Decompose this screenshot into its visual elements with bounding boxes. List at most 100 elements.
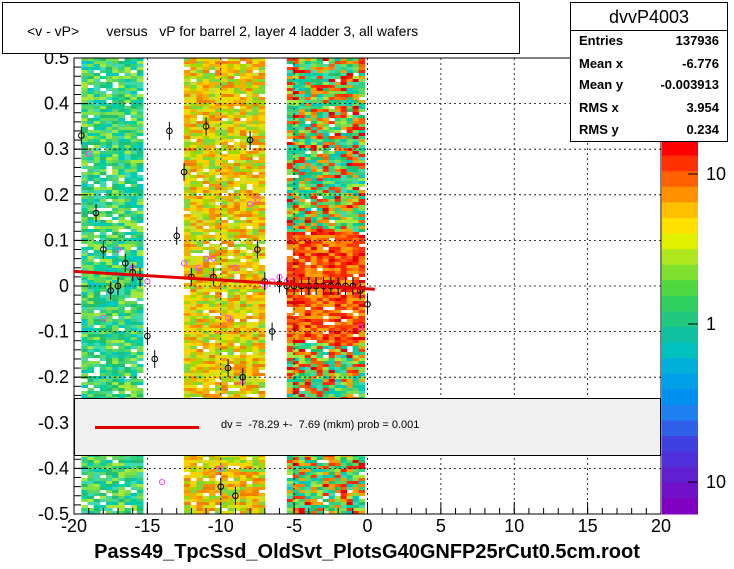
heatmap-cell bbox=[202, 340, 210, 343]
heatmap-cell bbox=[246, 496, 253, 499]
heatmap-cell bbox=[304, 106, 312, 109]
heatmap-cell bbox=[340, 472, 348, 475]
heatmap-cell bbox=[340, 127, 348, 130]
heatmap-cell bbox=[136, 124, 144, 127]
heatmap-cell bbox=[316, 469, 324, 472]
heatmap-cell bbox=[233, 142, 241, 145]
heatmap-cell bbox=[258, 145, 266, 148]
heatmap-cell bbox=[352, 496, 360, 499]
heatmap-cell bbox=[246, 139, 253, 142]
heatmap-cell bbox=[346, 199, 354, 202]
heatmap-cell bbox=[322, 208, 330, 211]
heatmap-cell bbox=[334, 361, 342, 364]
heatmap-cell bbox=[99, 394, 107, 397]
heatmap-cell bbox=[233, 382, 241, 385]
heatmap-cell bbox=[105, 337, 113, 340]
heatmap-cell bbox=[292, 301, 300, 304]
heatmap-cell bbox=[346, 187, 354, 190]
heatmap-cell bbox=[208, 322, 216, 325]
heatmap-cell bbox=[316, 73, 324, 76]
heatmap-cell bbox=[221, 307, 229, 310]
heatmap-cell bbox=[322, 328, 330, 331]
heatmap-cell bbox=[124, 73, 132, 76]
heatmap-cell bbox=[328, 121, 336, 124]
heatmap-cell bbox=[208, 121, 216, 124]
heatmap-cell bbox=[246, 307, 253, 310]
heatmap-cell bbox=[252, 199, 260, 202]
heatmap-cell bbox=[322, 190, 330, 193]
heatmap-cell bbox=[196, 202, 204, 205]
heatmap-cell bbox=[227, 223, 235, 226]
heatmap-cell bbox=[221, 139, 229, 142]
heatmap-cell bbox=[118, 232, 125, 235]
heatmap-cell bbox=[328, 388, 336, 391]
heatmap-cell bbox=[246, 304, 253, 307]
heatmap-cell bbox=[93, 202, 101, 205]
heatmap-cell bbox=[190, 112, 197, 115]
heatmap-cell bbox=[87, 502, 95, 505]
heatmap-cell bbox=[215, 295, 222, 298]
heatmap-cell bbox=[304, 217, 312, 220]
heatmap-cell bbox=[298, 316, 306, 319]
heatmap-cell bbox=[118, 112, 125, 115]
heatmap-cell bbox=[190, 460, 197, 463]
heatmap-cell bbox=[184, 196, 191, 199]
heatmap-cell bbox=[316, 220, 324, 223]
heatmap-cell bbox=[87, 253, 95, 256]
heatmap-cell bbox=[87, 241, 95, 244]
heatmap-cell bbox=[258, 100, 266, 103]
heatmap-cell bbox=[304, 361, 312, 364]
heatmap-cell bbox=[136, 184, 144, 187]
heatmap-cell bbox=[316, 235, 324, 238]
heatmap-cell bbox=[196, 328, 204, 331]
heatmap-cell bbox=[184, 109, 191, 112]
heatmap-cell bbox=[227, 211, 235, 214]
heatmap-cell bbox=[358, 109, 366, 112]
heatmap-cell bbox=[118, 307, 125, 310]
heatmap-cell bbox=[334, 124, 342, 127]
heatmap-cell bbox=[196, 217, 204, 220]
heatmap-cell bbox=[322, 310, 330, 313]
heatmap-cell bbox=[87, 73, 95, 76]
heatmap-cell bbox=[130, 286, 138, 289]
heatmap-cell bbox=[130, 229, 138, 232]
heatmap-cell bbox=[124, 109, 132, 112]
heatmap-cell bbox=[310, 130, 318, 133]
heatmap-cell bbox=[87, 109, 95, 112]
heatmap-cell bbox=[252, 370, 260, 373]
heatmap-cell bbox=[304, 214, 312, 217]
heatmap-cell bbox=[130, 94, 138, 97]
heatmap-cell bbox=[105, 88, 113, 91]
heatmap-cell bbox=[233, 157, 241, 160]
heatmap-cell bbox=[340, 208, 348, 211]
heatmap-cell bbox=[93, 178, 101, 181]
heatmap-cell bbox=[346, 142, 354, 145]
heatmap-cell bbox=[346, 511, 354, 514]
heatmap-cell bbox=[286, 115, 294, 118]
heatmap-cell bbox=[208, 508, 216, 511]
heatmap-cell bbox=[310, 187, 318, 190]
heatmap-cell bbox=[239, 496, 247, 499]
heatmap-cell bbox=[358, 70, 366, 73]
heatmap-cell bbox=[334, 268, 342, 271]
heatmap-cell bbox=[328, 292, 336, 295]
heatmap-cell bbox=[196, 166, 204, 169]
heatmap-cell bbox=[304, 124, 312, 127]
heatmap-cell bbox=[99, 130, 107, 133]
heatmap-cell bbox=[118, 466, 125, 469]
heatmap-cell bbox=[252, 88, 260, 91]
heatmap-cell bbox=[227, 262, 235, 265]
heatmap-cell bbox=[87, 229, 95, 232]
heatmap-cell bbox=[227, 313, 235, 316]
heatmap-cell bbox=[252, 328, 260, 331]
heatmap-cell bbox=[346, 247, 354, 250]
heatmap-cell bbox=[292, 364, 300, 367]
heatmap-cell bbox=[202, 334, 210, 337]
heatmap-cell bbox=[184, 238, 191, 241]
heatmap-cell bbox=[328, 316, 336, 319]
heatmap-cell bbox=[310, 91, 318, 94]
heatmap-cell bbox=[334, 346, 342, 349]
heatmap-cell bbox=[328, 136, 336, 139]
heatmap-cell bbox=[190, 334, 197, 337]
heatmap-cell bbox=[112, 274, 119, 277]
